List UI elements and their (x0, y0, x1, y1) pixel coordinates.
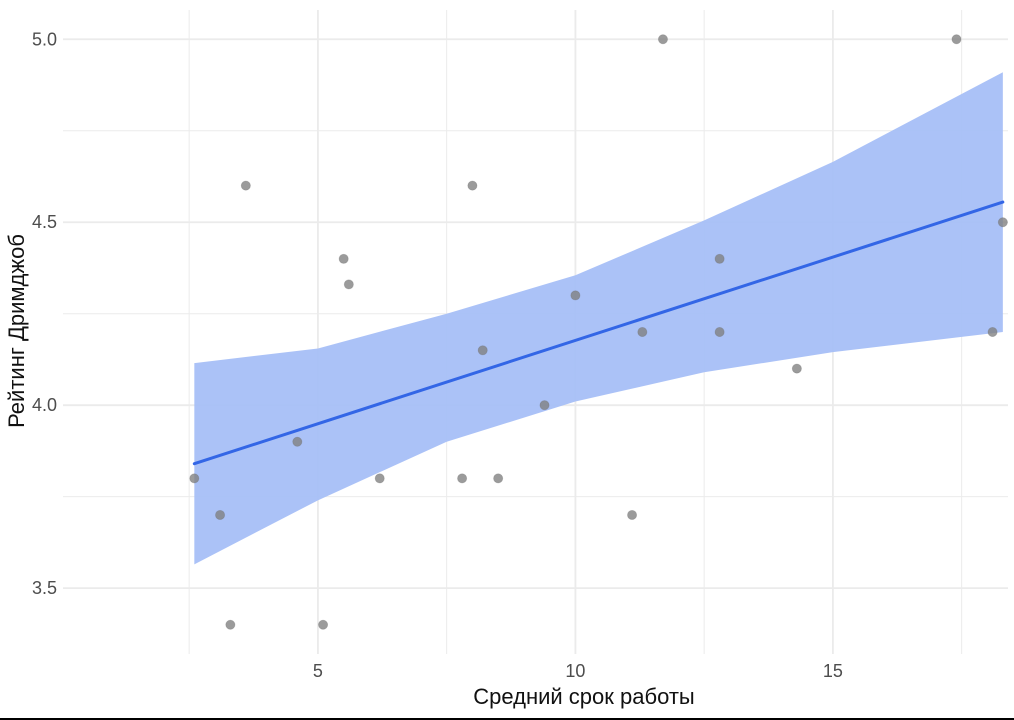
confidence-band (194, 72, 1003, 565)
y-tick-label: 5.0 (32, 29, 57, 49)
data-point (225, 619, 236, 630)
x-axis-title: Средний срок работы (473, 684, 694, 709)
x-tick-label: 5 (313, 661, 323, 681)
data-point (637, 326, 648, 337)
tick-label-layer: 5 10 15 3.5 4.0 4.5 5.0 (32, 29, 843, 681)
data-point (539, 400, 550, 411)
data-point (951, 34, 962, 45)
data-point (318, 619, 329, 630)
data-point (292, 436, 303, 447)
points-layer (189, 34, 1008, 630)
regression-line (192, 200, 1005, 466)
confidence-band-layer (194, 72, 1003, 565)
data-point (189, 473, 200, 484)
data-point (987, 326, 998, 337)
data-point (457, 473, 468, 484)
data-point (374, 473, 385, 484)
data-point (997, 217, 1008, 228)
y-tick-label: 4.0 (32, 395, 57, 415)
data-point (338, 253, 349, 264)
x-tick-label: 10 (565, 661, 585, 681)
data-point (215, 509, 226, 520)
data-point (714, 253, 725, 264)
data-point (343, 279, 354, 290)
data-point (714, 326, 725, 337)
data-point (570, 290, 581, 301)
fit-line-layer (192, 200, 1005, 466)
data-point (467, 180, 478, 191)
data-point (657, 34, 668, 45)
y-axis-title: Рейтинг Дримджоб (4, 234, 29, 428)
data-point (240, 180, 251, 191)
data-point (493, 473, 504, 484)
data-point (477, 345, 488, 356)
bottom-border (0, 718, 1014, 720)
data-point (627, 509, 638, 520)
y-tick-label: 4.5 (32, 212, 57, 232)
y-tick-label: 3.5 (32, 578, 57, 598)
data-point (791, 363, 802, 374)
x-tick-label: 15 (823, 661, 843, 681)
